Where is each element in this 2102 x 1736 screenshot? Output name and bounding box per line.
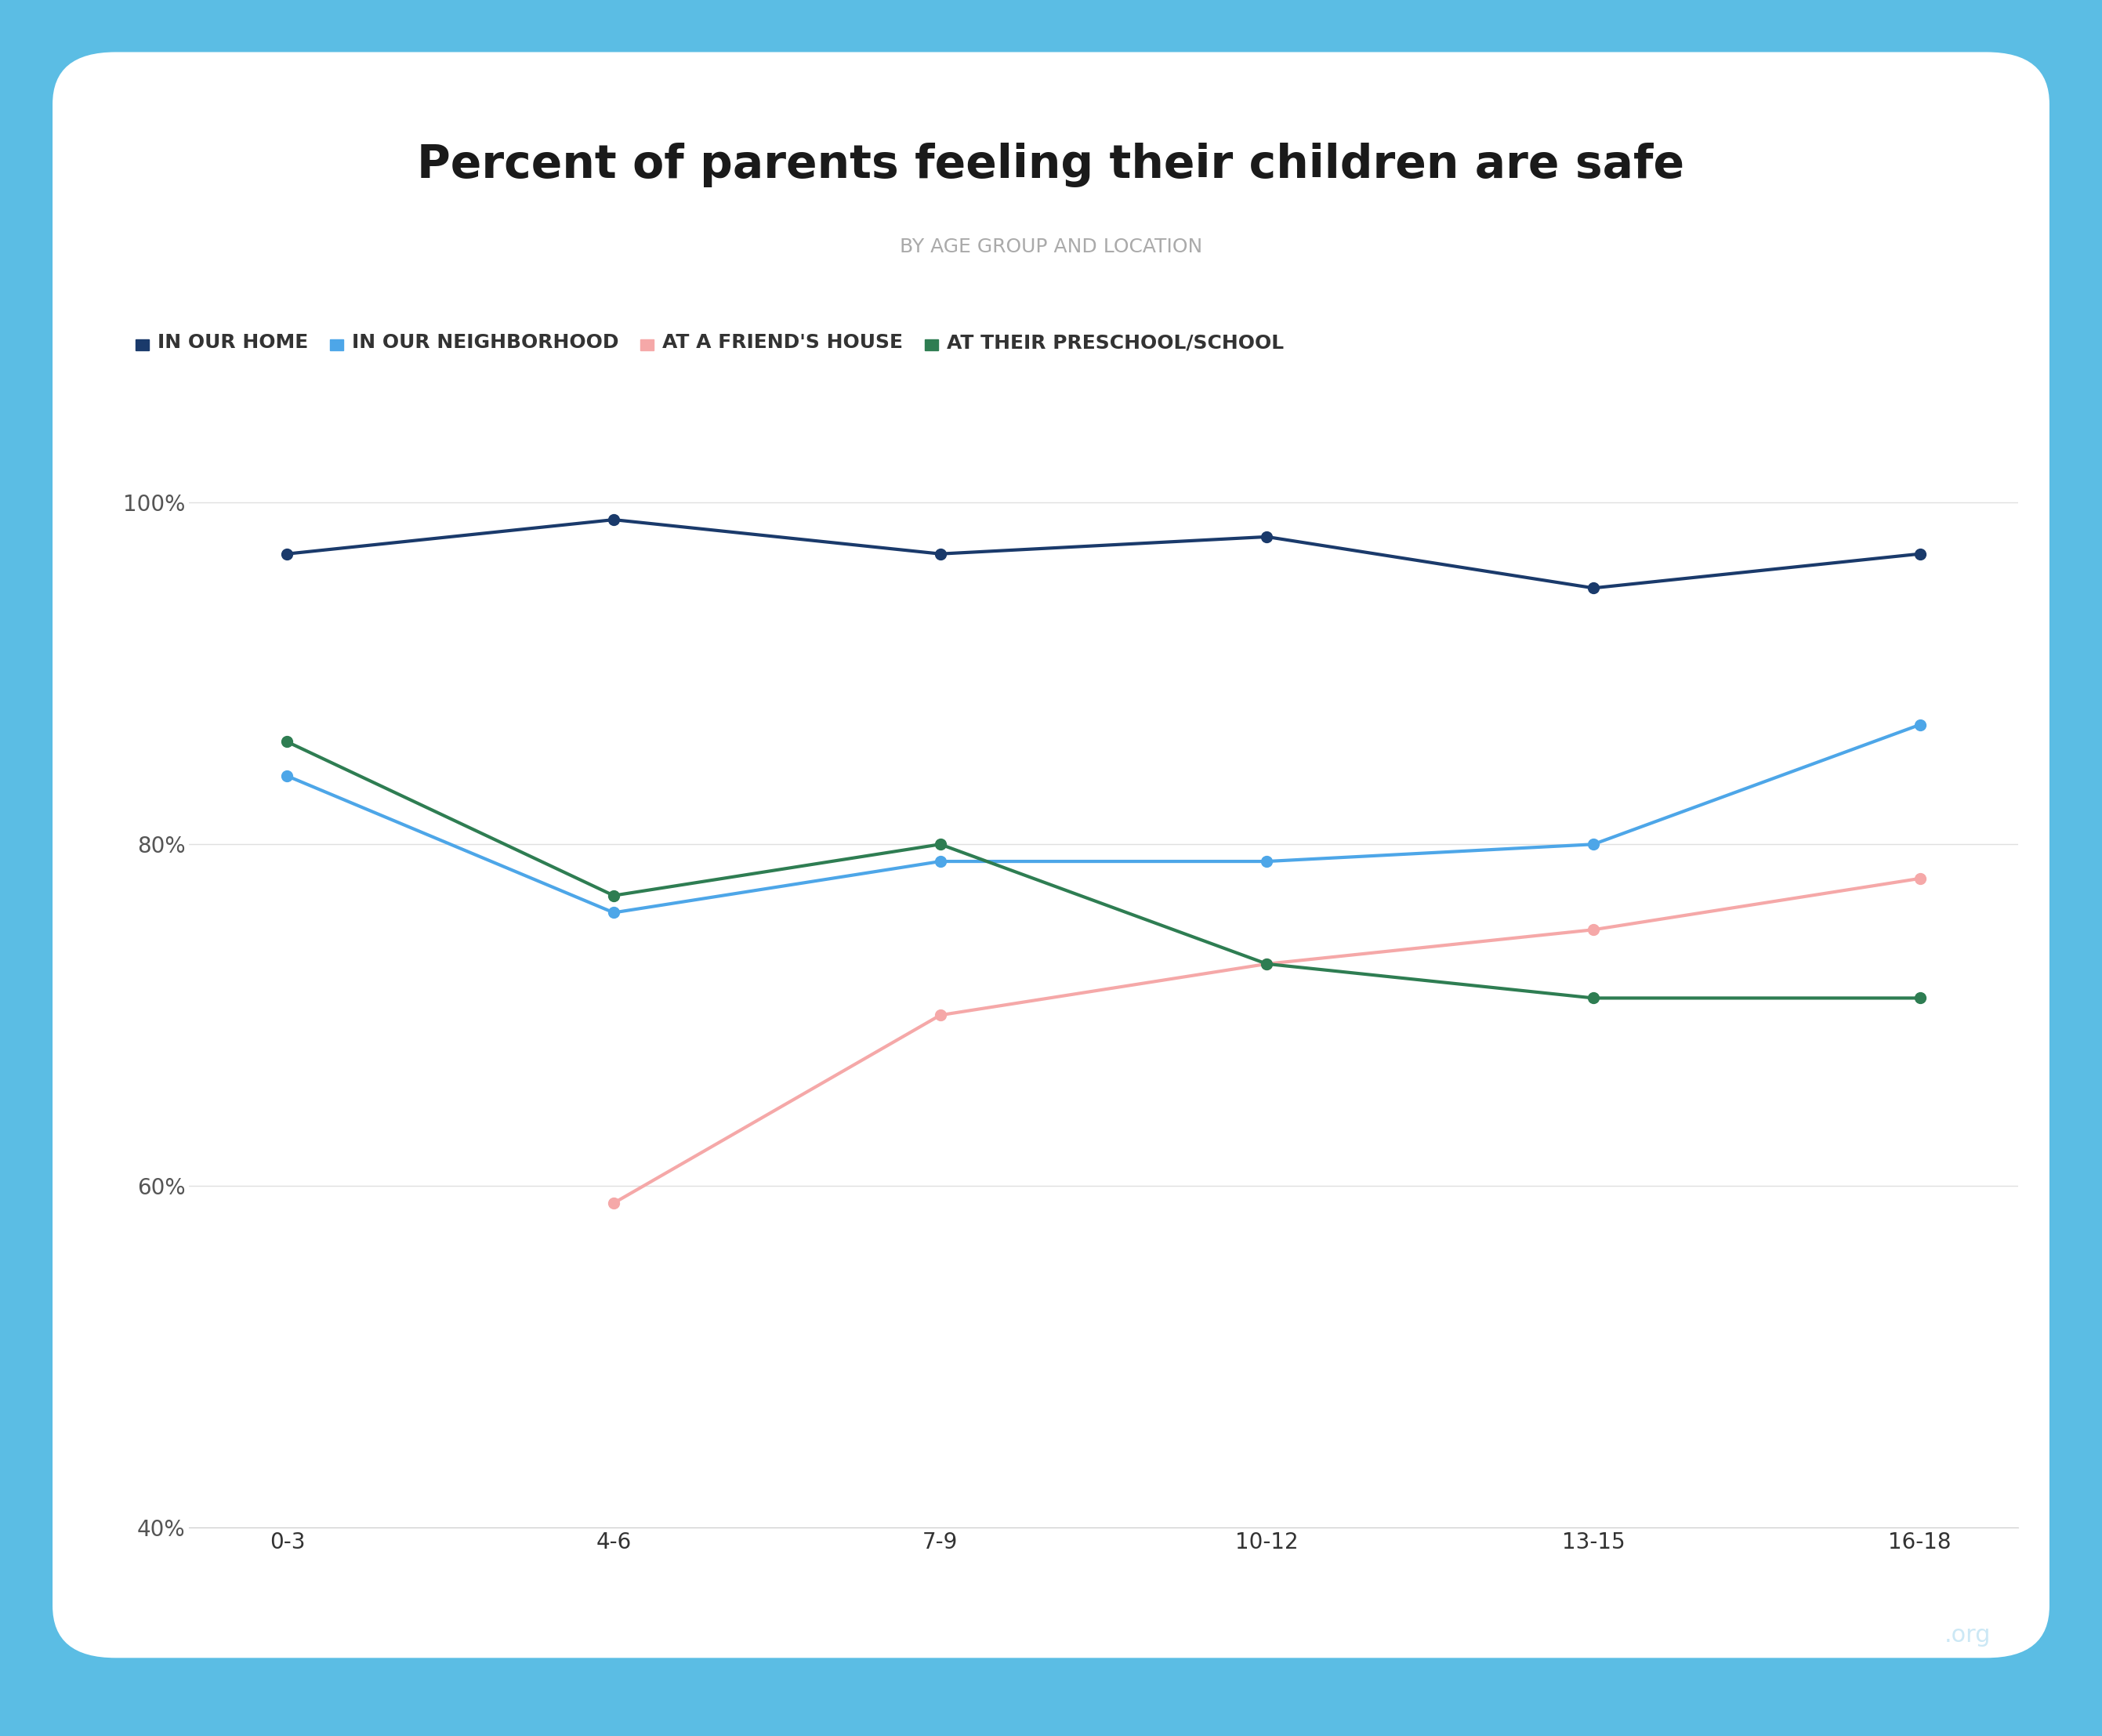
Text: SafeHome: SafeHome	[1766, 1623, 1902, 1647]
Text: BY AGE GROUP AND LOCATION: BY AGE GROUP AND LOCATION	[900, 238, 1202, 255]
Text: .org: .org	[1944, 1623, 1991, 1647]
FancyBboxPatch shape	[53, 52, 2049, 1658]
Text: Percent of parents feeling their children are safe: Percent of parents feeling their childre…	[418, 142, 1684, 187]
Legend: IN OUR HOME, IN OUR NEIGHBORHOOD, AT A FRIEND'S HOUSE, AT THEIR PRESCHOOL/SCHOOL: IN OUR HOME, IN OUR NEIGHBORHOOD, AT A F…	[132, 330, 1289, 356]
